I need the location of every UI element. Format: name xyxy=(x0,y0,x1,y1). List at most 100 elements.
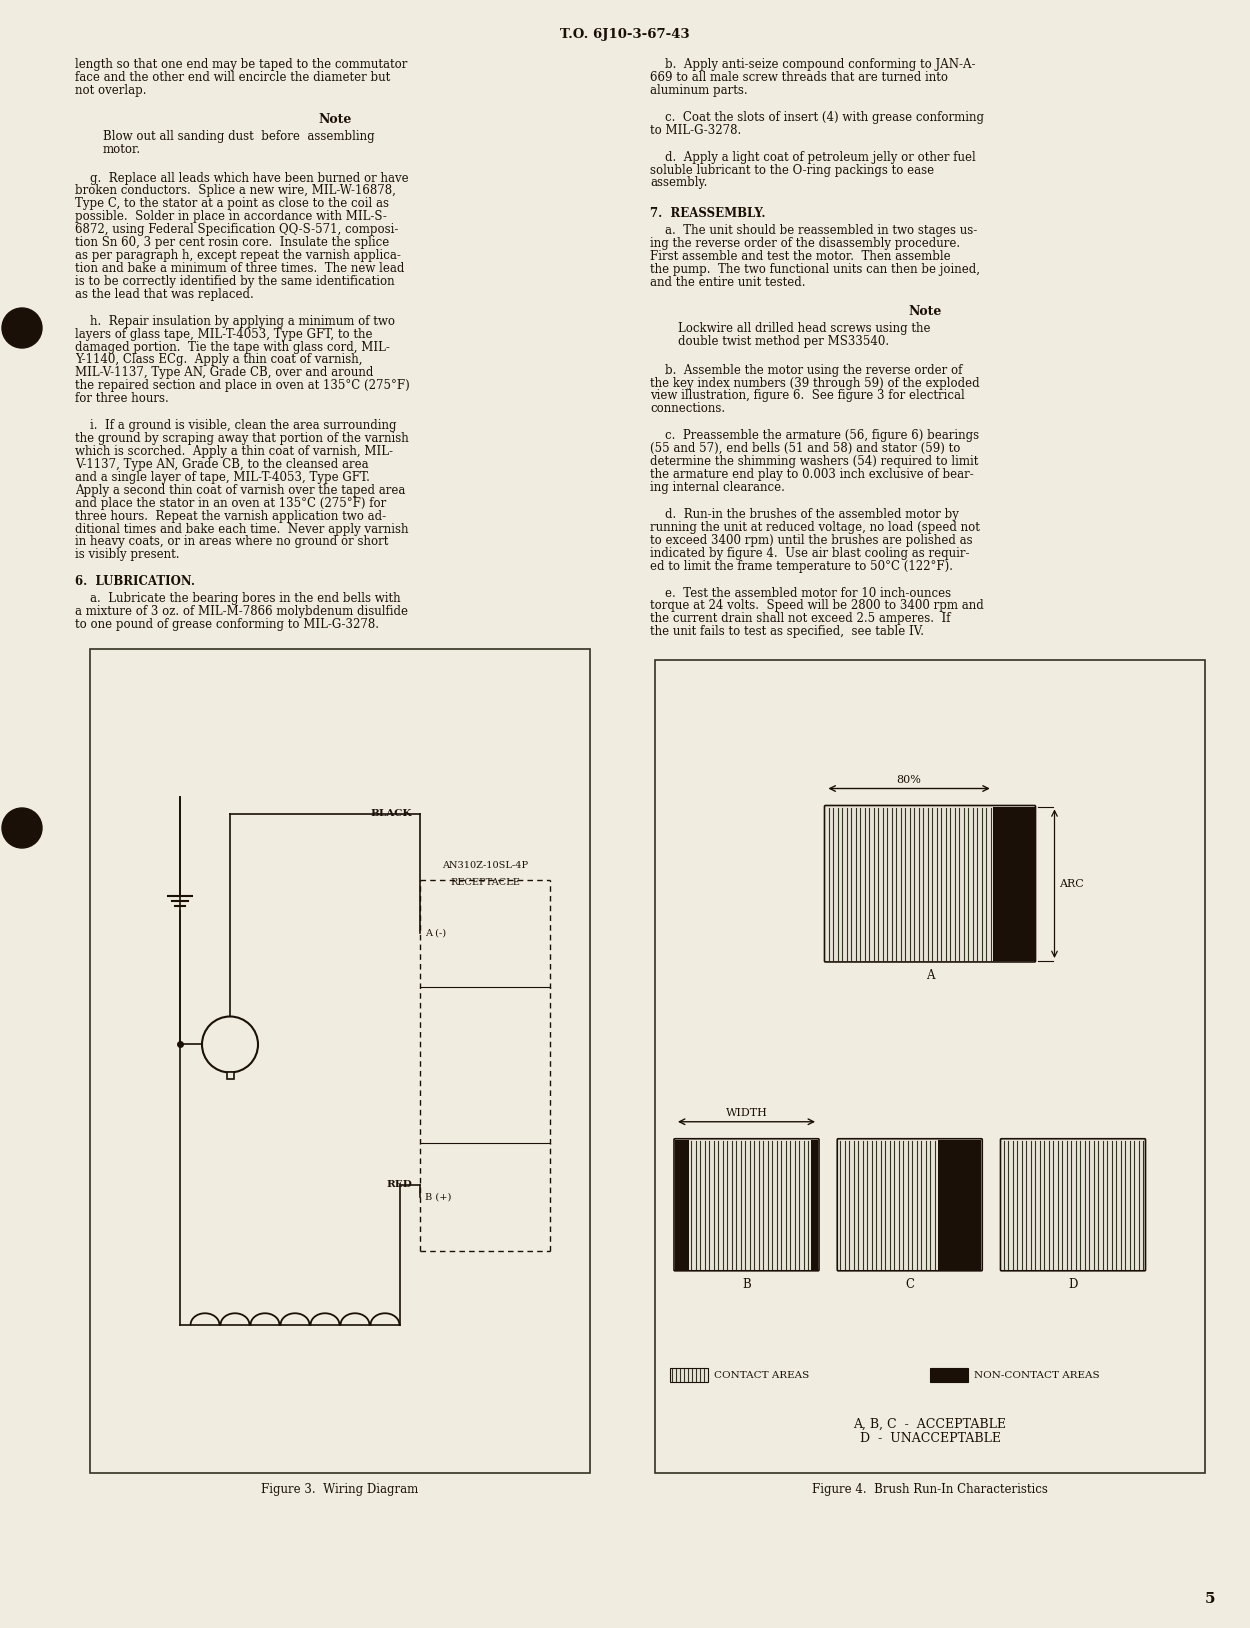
Text: Blow out all sanding dust  before  assembling: Blow out all sanding dust before assembl… xyxy=(102,130,375,143)
Text: motor.: motor. xyxy=(102,143,141,156)
Text: is to be correctly identified by the same identification: is to be correctly identified by the sam… xyxy=(75,275,395,288)
Bar xyxy=(930,1369,968,1382)
Bar xyxy=(811,1140,818,1270)
Bar xyxy=(226,1073,234,1079)
Text: d.  Run-in the brushes of the assembled motor by: d. Run-in the brushes of the assembled m… xyxy=(650,508,959,521)
Text: (55 and 57), end bells (51 and 58) and stator (59) to: (55 and 57), end bells (51 and 58) and s… xyxy=(650,443,960,456)
Text: Figure 3.  Wiring Diagram: Figure 3. Wiring Diagram xyxy=(261,1483,419,1496)
Bar xyxy=(939,1140,981,1270)
Text: Lockwire all drilled head screws using the: Lockwire all drilled head screws using t… xyxy=(678,322,930,335)
Circle shape xyxy=(2,308,42,348)
Text: tion Sn 60, 3 per cent rosin core.  Insulate the splice: tion Sn 60, 3 per cent rosin core. Insul… xyxy=(75,236,389,249)
Text: and place the stator in an oven at 135°C (275°F) for: and place the stator in an oven at 135°C… xyxy=(75,497,386,510)
Circle shape xyxy=(2,807,42,848)
Bar xyxy=(839,1140,981,1270)
Text: and the entire unit tested.: and the entire unit tested. xyxy=(650,277,805,288)
Text: Apply a second thin coat of varnish over the taped area: Apply a second thin coat of varnish over… xyxy=(75,484,405,497)
Text: Note: Note xyxy=(909,304,941,317)
Text: view illustration, figure 6.  See figure 3 for electrical: view illustration, figure 6. See figure … xyxy=(650,389,965,402)
Text: g.  Replace all leads which have been burned or have: g. Replace all leads which have been bur… xyxy=(75,171,409,184)
Text: V-1137, Type AN, Grade CB, to the cleansed area: V-1137, Type AN, Grade CB, to the cleans… xyxy=(75,457,369,470)
Text: 80%: 80% xyxy=(896,775,921,785)
Bar xyxy=(675,1140,689,1270)
Text: d.  Apply a light coat of petroleum jelly or other fuel: d. Apply a light coat of petroleum jelly… xyxy=(650,151,976,163)
Text: broken conductors.  Splice a new wire, MIL-W-16878,: broken conductors. Splice a new wire, MI… xyxy=(75,184,396,197)
Text: D: D xyxy=(1069,1278,1078,1291)
Text: WIDTH: WIDTH xyxy=(725,1107,768,1118)
Text: 6872, using Federal Specification QQ-S-571, composi-: 6872, using Federal Specification QQ-S-5… xyxy=(75,223,399,236)
Text: for three hours.: for three hours. xyxy=(75,392,169,405)
Text: determine the shimming washers (54) required to limit: determine the shimming washers (54) requ… xyxy=(650,456,979,469)
Bar xyxy=(90,650,590,1473)
Text: and a single layer of tape, MIL-T-4053, Type GFT.: and a single layer of tape, MIL-T-4053, … xyxy=(75,470,370,484)
Text: A, B, C  -  ACCEPTABLE: A, B, C - ACCEPTABLE xyxy=(854,1418,1006,1431)
Circle shape xyxy=(202,1016,258,1073)
Text: b.  Apply anti-seize compound conforming to JAN-A-: b. Apply anti-seize compound conforming … xyxy=(650,59,975,72)
Text: to one pound of grease conforming to MIL-G-3278.: to one pound of grease conforming to MIL… xyxy=(75,619,379,632)
Text: i.  If a ground is visible, clean the area surrounding: i. If a ground is visible, clean the are… xyxy=(75,418,396,431)
Text: as per paragraph h, except repeat the varnish applica-: as per paragraph h, except repeat the va… xyxy=(75,249,401,262)
Text: connections.: connections. xyxy=(650,402,725,415)
Text: AN310Z-10SL-4P: AN310Z-10SL-4P xyxy=(442,861,528,869)
Text: 7.  REASSEMBLY.: 7. REASSEMBLY. xyxy=(650,207,765,220)
Text: ARC: ARC xyxy=(1060,879,1084,889)
Text: damaged portion.  Tie the tape with glass cord, MIL-: damaged portion. Tie the tape with glass… xyxy=(75,340,390,353)
Text: three hours.  Repeat the varnish application two ad-: three hours. Repeat the varnish applicat… xyxy=(75,510,386,523)
Text: NON-CONTACT AREAS: NON-CONTACT AREAS xyxy=(974,1371,1100,1381)
Text: double twist method per MS33540.: double twist method per MS33540. xyxy=(678,335,889,348)
Text: BLACK: BLACK xyxy=(370,809,413,819)
Text: h.  Repair insulation by applying a minimum of two: h. Repair insulation by applying a minim… xyxy=(75,314,395,327)
Text: a mixture of 3 oz. of MIL-M-7866 molybdenum disulfide: a mixture of 3 oz. of MIL-M-7866 molybde… xyxy=(75,606,408,619)
Text: torque at 24 volts.  Speed will be 2800 to 3400 rpm and: torque at 24 volts. Speed will be 2800 t… xyxy=(650,599,984,612)
Text: CONTACT AREAS: CONTACT AREAS xyxy=(714,1371,809,1381)
Text: to exceed 3400 rpm) until the brushes are polished as: to exceed 3400 rpm) until the brushes ar… xyxy=(650,534,972,547)
Bar xyxy=(670,1369,707,1382)
Text: a.  Lubricate the bearing bores in the end bells with: a. Lubricate the bearing bores in the en… xyxy=(75,593,400,606)
Text: First assemble and test the motor.  Then assemble: First assemble and test the motor. Then … xyxy=(650,251,951,264)
Text: Y-1140, Class ECg.  Apply a thin coat of varnish,: Y-1140, Class ECg. Apply a thin coat of … xyxy=(75,353,362,366)
Text: the pump.  The two functional units can then be joined,: the pump. The two functional units can t… xyxy=(650,264,980,277)
Text: indicated by figure 4.  Use air blast cooling as requir-: indicated by figure 4. Use air blast coo… xyxy=(650,547,970,560)
Text: Type C, to the stator at a point as close to the coil as: Type C, to the stator at a point as clos… xyxy=(75,197,389,210)
Text: ed to limit the frame temperature to 50°C (122°F).: ed to limit the frame temperature to 50°… xyxy=(650,560,952,573)
Text: ditional times and bake each time.  Never apply varnish: ditional times and bake each time. Never… xyxy=(75,523,409,536)
Text: ing the reverse order of the disassembly procedure.: ing the reverse order of the disassembly… xyxy=(650,238,960,251)
Bar xyxy=(825,806,992,961)
Text: to MIL-G-3278.: to MIL-G-3278. xyxy=(650,124,741,137)
Text: 5: 5 xyxy=(1205,1592,1215,1605)
Text: b.  Assemble the motor using the reverse order of: b. Assemble the motor using the reverse … xyxy=(650,363,962,376)
Text: A: A xyxy=(926,969,934,982)
Bar xyxy=(1001,1140,1145,1270)
Text: which is scorched.  Apply a thin coat of varnish, MIL-: which is scorched. Apply a thin coat of … xyxy=(75,444,392,457)
Bar xyxy=(655,661,1205,1473)
Text: in heavy coats, or in areas where no ground or short: in heavy coats, or in areas where no gro… xyxy=(75,536,389,549)
Text: running the unit at reduced voltage, no load (speed not: running the unit at reduced voltage, no … xyxy=(650,521,980,534)
Text: not overlap.: not overlap. xyxy=(75,83,146,96)
Text: B: B xyxy=(742,1278,751,1291)
Text: A (-): A (-) xyxy=(425,928,446,938)
Text: length so that one end may be taped to the commutator: length so that one end may be taped to t… xyxy=(75,59,408,72)
Bar xyxy=(992,806,1035,961)
Text: is visibly present.: is visibly present. xyxy=(75,549,180,562)
Text: c.  Preassemble the armature (56, figure 6) bearings: c. Preassemble the armature (56, figure … xyxy=(650,430,979,443)
Text: face and the other end will encircle the diameter but: face and the other end will encircle the… xyxy=(75,72,390,85)
Text: C: C xyxy=(905,1278,914,1291)
Text: MIL-V-1137, Type AN, Grade CB, over and around: MIL-V-1137, Type AN, Grade CB, over and … xyxy=(75,366,374,379)
Text: as the lead that was replaced.: as the lead that was replaced. xyxy=(75,288,254,301)
Text: B (+): B (+) xyxy=(425,1192,451,1201)
Text: T.O. 6J10-3-67-43: T.O. 6J10-3-67-43 xyxy=(560,28,690,41)
Bar xyxy=(675,1140,818,1270)
Text: the unit fails to test as specified,  see table IV.: the unit fails to test as specified, see… xyxy=(650,625,924,638)
Text: tion and bake a minimum of three times.  The new lead: tion and bake a minimum of three times. … xyxy=(75,262,405,275)
Text: the repaired section and place in oven at 135°C (275°F): the repaired section and place in oven a… xyxy=(75,379,410,392)
Text: the ground by scraping away that portion of the varnish: the ground by scraping away that portion… xyxy=(75,431,409,444)
Text: a.  The unit should be reassembled in two stages us-: a. The unit should be reassembled in two… xyxy=(650,225,978,238)
Text: the current drain shall not exceed 2.5 amperes.  If: the current drain shall not exceed 2.5 a… xyxy=(650,612,950,625)
Text: the key index numbers (39 through 59) of the exploded: the key index numbers (39 through 59) of… xyxy=(650,376,980,389)
Text: assembly.: assembly. xyxy=(650,176,707,189)
Text: possible.  Solder in place in accordance with MIL-S-: possible. Solder in place in accordance … xyxy=(75,210,388,223)
Text: D  -  UNACCEPTABLE: D - UNACCEPTABLE xyxy=(860,1433,1000,1446)
Text: 669 to all male screw threads that are turned into: 669 to all male screw threads that are t… xyxy=(650,72,948,85)
Text: the armature end play to 0.003 inch exclusive of bear-: the armature end play to 0.003 inch excl… xyxy=(650,469,974,482)
Text: c.  Coat the slots of insert (4) with grease conforming: c. Coat the slots of insert (4) with gre… xyxy=(650,111,984,124)
